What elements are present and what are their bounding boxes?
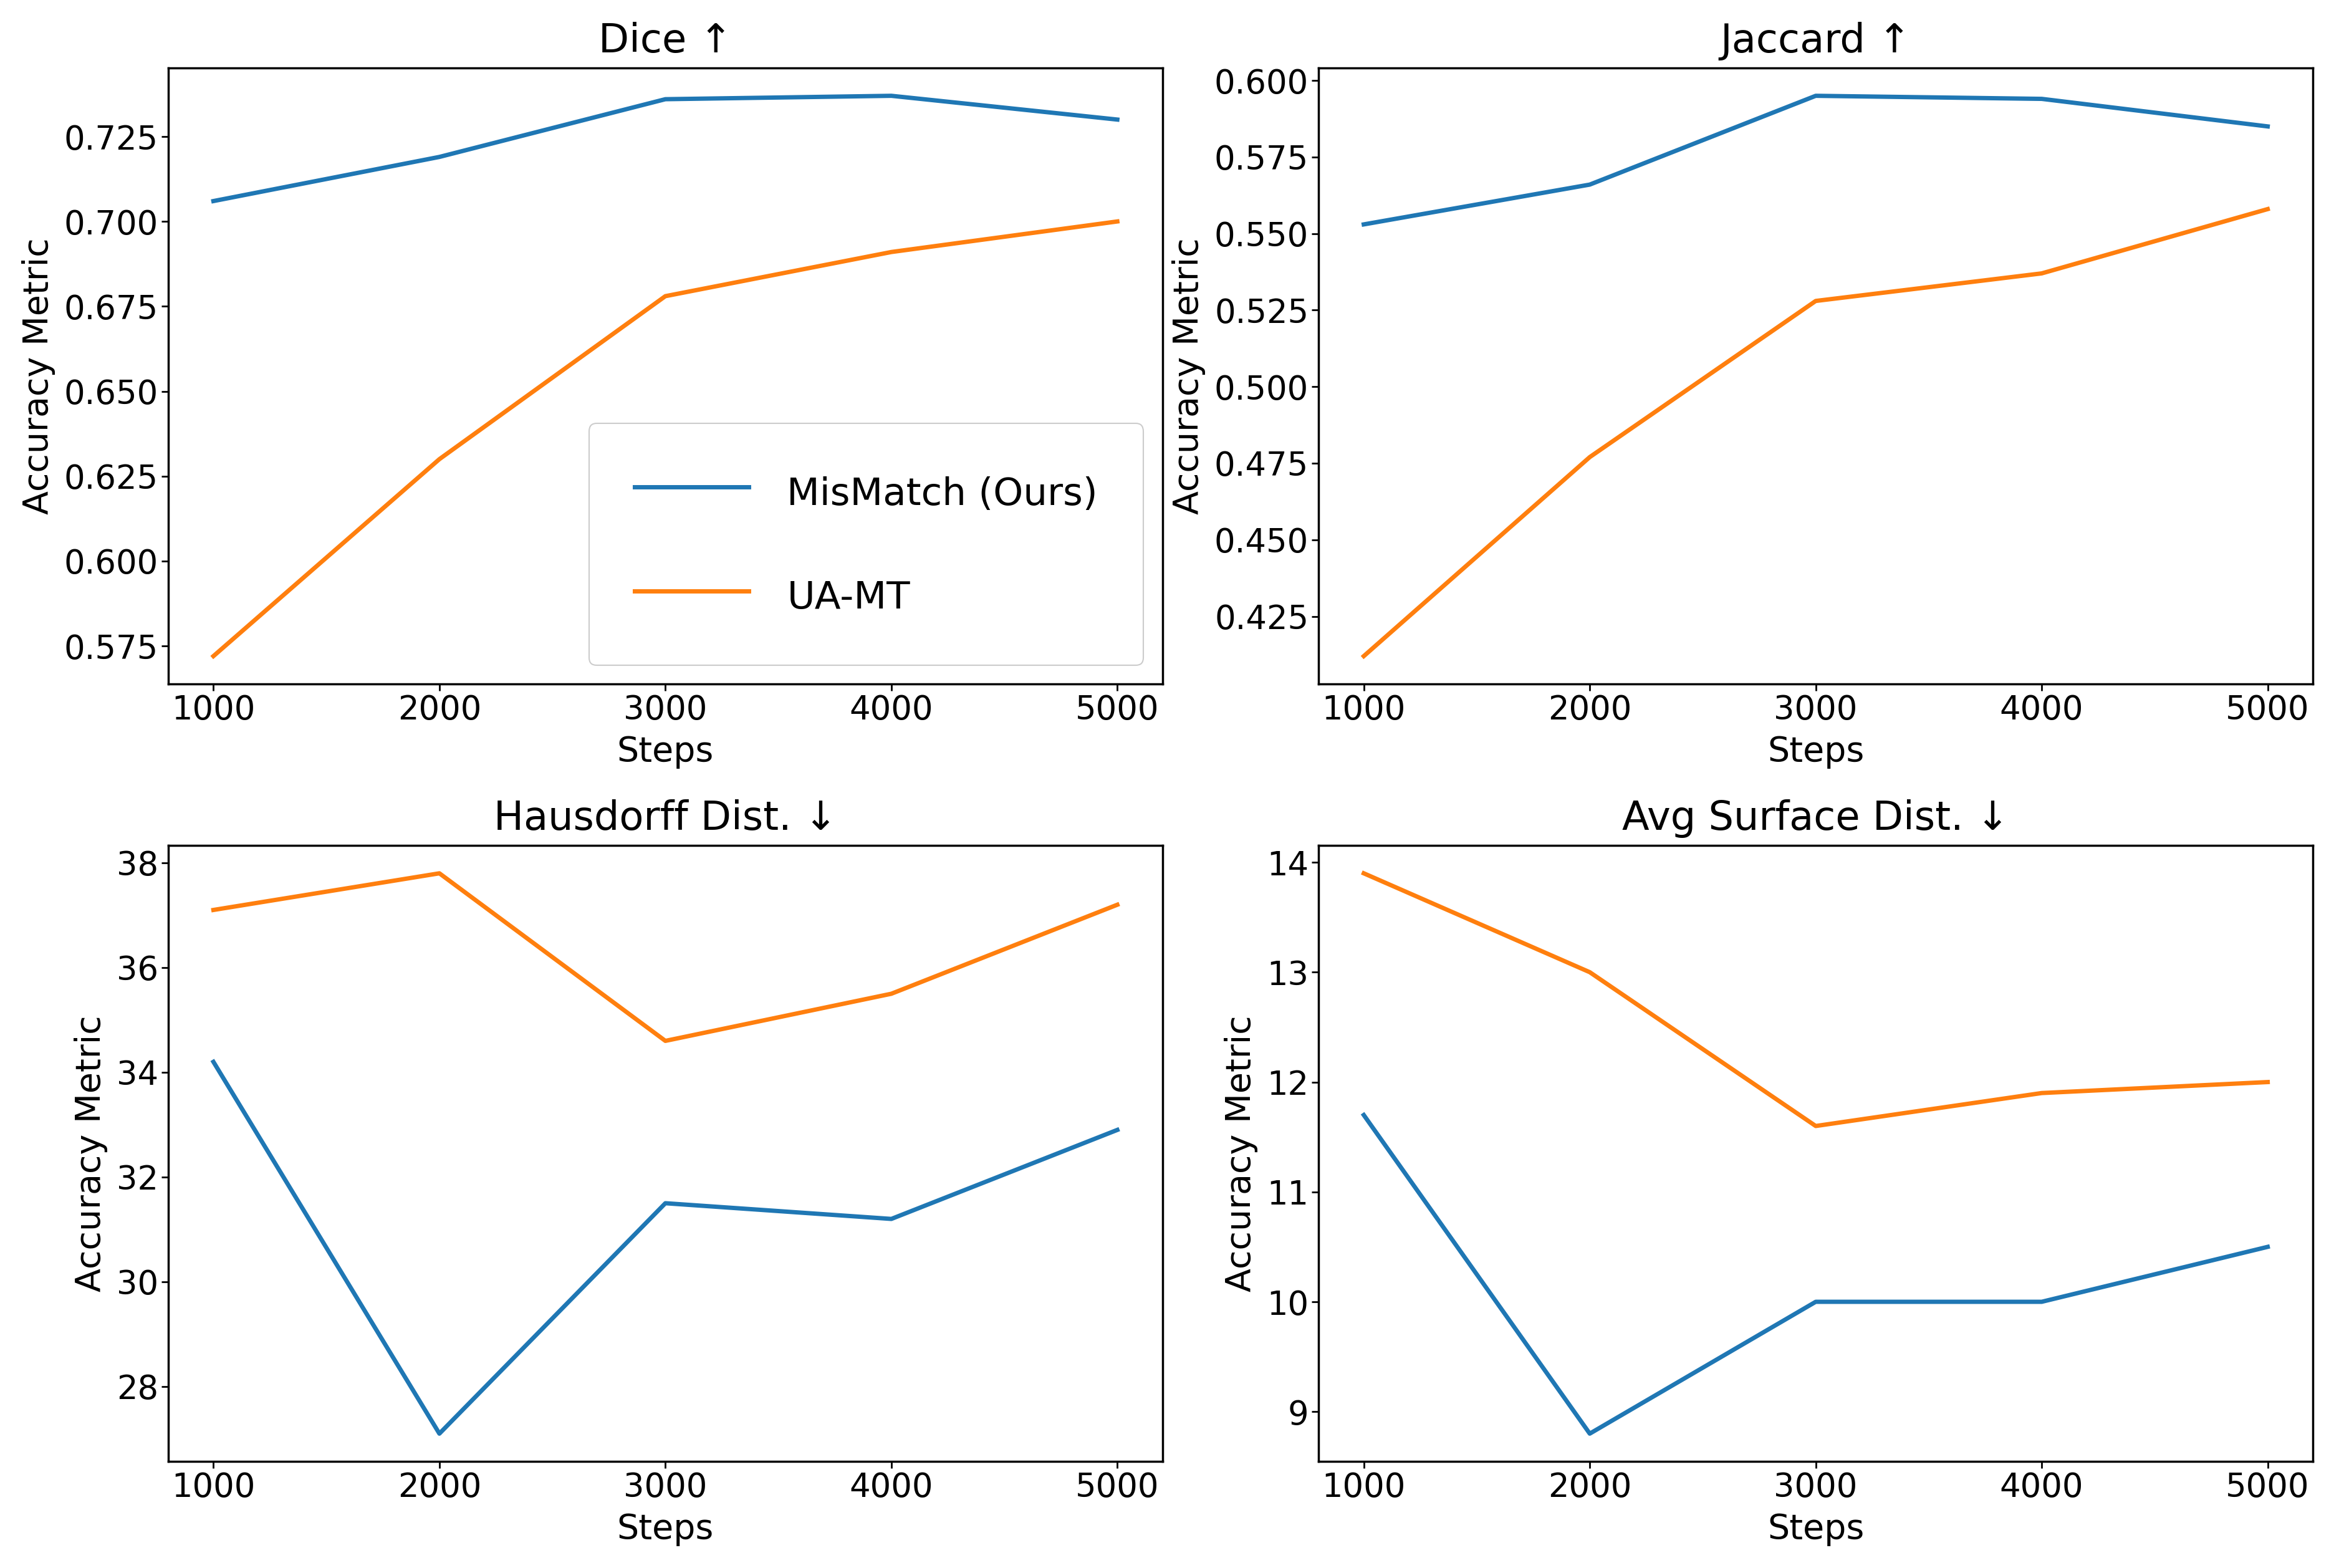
UA-MT — [650, 1032, 678, 1051]
UA-MT — [2028, 1083, 2056, 1102]
UA-MT — [2028, 263, 2056, 282]
MisMatch (Ours) — [1350, 215, 1378, 234]
UA-MT — [1104, 895, 1132, 914]
MisMatch (Ours) — [1576, 176, 1605, 194]
Line: UA-MT: UA-MT — [1364, 873, 2269, 1126]
UA-MT — [1801, 292, 1829, 310]
MisMatch (Ours) — [1801, 1292, 1829, 1311]
UA-MT — [426, 450, 454, 469]
MisMatch (Ours) — [2028, 89, 2056, 108]
MisMatch (Ours) — [1350, 1105, 1378, 1124]
Line: UA-MT: UA-MT — [1364, 209, 2269, 655]
Title: Jaccard ↑: Jaccard ↑ — [1719, 22, 1911, 60]
MisMatch (Ours) — [1104, 110, 1132, 129]
UA-MT — [426, 864, 454, 883]
UA-MT — [877, 985, 905, 1004]
UA-MT — [1104, 212, 1132, 230]
MisMatch (Ours) — [650, 1193, 678, 1212]
Y-axis label: Accuracy Metric: Accuracy Metric — [1223, 1014, 1258, 1292]
Line: UA-MT: UA-MT — [213, 873, 1118, 1041]
MisMatch (Ours) — [877, 86, 905, 105]
UA-MT — [650, 287, 678, 306]
UA-MT — [199, 646, 227, 665]
Legend: MisMatch (Ours), UA-MT: MisMatch (Ours), UA-MT — [589, 423, 1144, 665]
UA-MT — [1801, 1116, 1829, 1135]
X-axis label: Steps: Steps — [1768, 735, 1864, 768]
X-axis label: Steps: Steps — [617, 735, 713, 768]
MisMatch (Ours) — [426, 1424, 454, 1443]
MisMatch (Ours) — [650, 89, 678, 108]
Line: MisMatch (Ours): MisMatch (Ours) — [1364, 96, 2269, 224]
MisMatch (Ours) — [1801, 86, 1829, 105]
MisMatch (Ours) — [199, 1052, 227, 1071]
UA-MT — [199, 900, 227, 919]
Title: Dice ↑: Dice ↑ — [599, 22, 732, 60]
Line: MisMatch (Ours): MisMatch (Ours) — [1364, 1115, 2269, 1433]
MisMatch (Ours) — [426, 147, 454, 166]
UA-MT — [2255, 1073, 2283, 1091]
Y-axis label: Accuracy Metric: Accuracy Metric — [1172, 238, 1205, 514]
UA-MT — [1350, 646, 1378, 665]
X-axis label: Steps: Steps — [1768, 1513, 1864, 1546]
MisMatch (Ours) — [2028, 1292, 2056, 1311]
Line: MisMatch (Ours): MisMatch (Ours) — [213, 1062, 1118, 1433]
UA-MT — [2255, 199, 2283, 218]
Title: Avg Surface Dist. ↓: Avg Surface Dist. ↓ — [1621, 800, 2009, 837]
UA-MT — [1576, 963, 1605, 982]
MisMatch (Ours) — [877, 1209, 905, 1228]
Line: MisMatch (Ours): MisMatch (Ours) — [213, 96, 1118, 201]
UA-MT — [1576, 448, 1605, 467]
UA-MT — [1350, 864, 1378, 883]
MisMatch (Ours) — [1104, 1121, 1132, 1140]
Title: Hausdorff Dist. ↓: Hausdorff Dist. ↓ — [494, 800, 837, 837]
MisMatch (Ours) — [1576, 1424, 1605, 1443]
MisMatch (Ours) — [2255, 118, 2283, 136]
X-axis label: Steps: Steps — [617, 1513, 713, 1546]
UA-MT — [877, 243, 905, 262]
MisMatch (Ours) — [2255, 1237, 2283, 1256]
Y-axis label: Accuracy Metric: Accuracy Metric — [75, 1014, 108, 1292]
Line: UA-MT: UA-MT — [213, 221, 1118, 655]
Y-axis label: Accuracy Metric: Accuracy Metric — [21, 238, 56, 514]
MisMatch (Ours) — [199, 191, 227, 210]
